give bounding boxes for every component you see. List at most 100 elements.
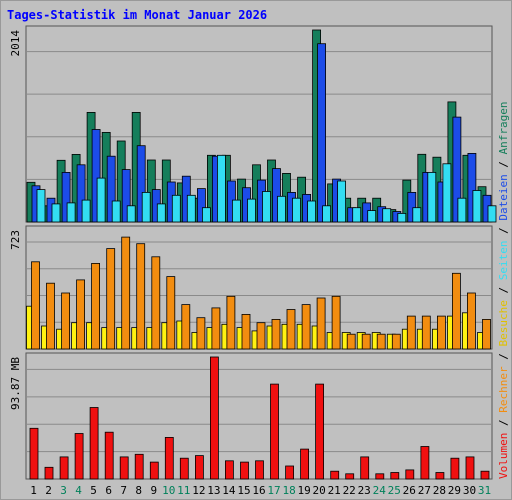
x-tick-label-17: 17 (267, 484, 280, 497)
bar-seiten-day-14 (231, 199, 241, 223)
bar-rechner-day-10 (166, 276, 176, 350)
bar-rechner-day-21 (331, 295, 341, 350)
x-tick-label-4: 4 (75, 484, 82, 497)
panel-3-ymax-label: 93.87 MB (9, 357, 22, 410)
legend-item-anfragen: Anfragen (497, 101, 510, 154)
x-tick-label-24: 24 (373, 484, 387, 497)
x-tick-label-25: 25 (388, 484, 401, 497)
bar-volumen-day-23 (360, 456, 370, 480)
x-tick-label-21: 21 (328, 484, 341, 497)
bar-volumen-day-12 (194, 455, 204, 480)
bar-rechner-day-1 (31, 261, 40, 350)
bar-rechner-day-13 (211, 307, 221, 350)
x-tick-label-22: 22 (343, 484, 356, 497)
x-tick-label-18: 18 (282, 484, 295, 497)
legend: Volumen / Rechner / Besuche / Seiten / D… (497, 101, 510, 479)
bar-seiten-day-31 (487, 205, 497, 223)
x-tick-label-31: 31 (478, 484, 491, 497)
bar-rechner-day-24 (376, 333, 386, 350)
bar-rechner-day-14 (226, 295, 236, 350)
bar-seiten-day-20 (322, 205, 332, 223)
bar-volumen-day-11 (179, 457, 189, 480)
bar-seiten-day-21 (337, 180, 347, 223)
bar-rechner-day-22 (346, 333, 356, 350)
bar-seiten-day-11 (186, 194, 196, 223)
x-tick-label-10: 10 (162, 484, 175, 497)
bar-volumen-day-13 (209, 356, 219, 480)
bar-volumen-day-2 (44, 466, 54, 480)
bar-seiten-day-18 (292, 197, 301, 223)
bar-dateien-day-17 (272, 168, 281, 223)
bar-dateien-day-7 (121, 169, 131, 223)
x-tick-label-7: 7 (120, 484, 127, 497)
bar-rechner-day-15 (241, 313, 251, 350)
bar-rechner-day-7 (121, 236, 131, 350)
bar-rechner-day-25 (391, 333, 401, 350)
bar-seiten-day-5 (96, 177, 106, 223)
x-tick-label-19: 19 (297, 484, 310, 497)
bar-seiten-day-29 (457, 197, 467, 223)
x-tick-label-12: 12 (192, 484, 205, 497)
bar-seiten-day-4 (81, 199, 91, 223)
x-tick-label-23: 23 (358, 484, 371, 497)
bar-seiten-day-24 (382, 208, 392, 223)
bar-seiten-day-1 (36, 189, 46, 223)
legend-item-besuche: Besuche (497, 300, 510, 346)
x-tick-label-14: 14 (222, 484, 236, 497)
bar-rechner-day-6 (106, 248, 116, 350)
bar-rechner-day-11 (181, 304, 191, 350)
bar-seiten-day-6 (111, 200, 121, 223)
bar-rechner-day-3 (61, 292, 70, 350)
bar-seiten-day-13 (216, 154, 226, 223)
bar-dateien-day-3 (61, 171, 71, 223)
bar-rechner-day-4 (76, 279, 85, 350)
bar-volumen-day-20 (315, 383, 325, 480)
chart-title: Tages-Statistik im Monat Januar 2026 (7, 8, 268, 22)
bar-dateien-day-4 (76, 164, 86, 223)
bar-volumen-day-4 (74, 433, 84, 480)
bar-seiten-day-9 (156, 203, 166, 223)
bar-volumen-day-30 (465, 456, 475, 480)
bar-dateien-day-8 (136, 145, 146, 223)
legend-separator: / (497, 347, 510, 367)
bar-seiten-day-22 (352, 207, 362, 223)
legend-separator: / (497, 413, 510, 433)
bar-volumen-day-18 (285, 465, 295, 480)
x-tick-label-3: 3 (60, 484, 67, 497)
bar-seiten-day-30 (472, 190, 482, 223)
bar-seiten-day-17 (277, 195, 286, 223)
bar-rechner-day-17 (271, 318, 281, 350)
bar-seiten-day-16 (262, 191, 271, 223)
x-tick-label-15: 15 (237, 484, 250, 497)
x-tick-label-8: 8 (135, 484, 142, 497)
x-tick-label-2: 2 (45, 484, 52, 497)
bar-rechner-day-27 (421, 315, 431, 350)
bar-dateien-day-6 (106, 155, 116, 223)
legend-item-rechner: Rechner (497, 366, 510, 413)
legend-separator: / (497, 154, 510, 174)
bar-volumen-day-1 (29, 427, 39, 480)
bar-rechner-day-20 (316, 297, 326, 350)
bar-volumen-day-26 (405, 469, 415, 480)
legend-separator: / (497, 280, 510, 300)
bar-seiten-day-28 (442, 163, 452, 223)
x-tick-label-28: 28 (433, 484, 446, 497)
bar-volumen-day-21 (330, 470, 340, 480)
bar-volumen-day-16 (255, 460, 264, 480)
bar-rechner-day-19 (301, 304, 311, 350)
x-tick-label-26: 26 (403, 484, 416, 497)
panel-2-ymax-label: 723 (9, 230, 22, 250)
bar-seiten-day-15 (247, 198, 256, 223)
bar-rechner-day-18 (286, 309, 296, 350)
bar-seiten-day-23 (367, 210, 377, 223)
bar-volumen-day-15 (240, 461, 249, 480)
bar-volumen-day-6 (104, 431, 114, 480)
bar-rechner-day-5 (91, 262, 100, 350)
bar-volumen-day-3 (59, 456, 69, 480)
bar-rechner-day-2 (46, 282, 55, 350)
bar-volumen-day-31 (480, 470, 490, 480)
bar-seiten-day-19 (307, 200, 317, 223)
bar-volumen-day-9 (149, 461, 159, 480)
x-tick-label-16: 16 (252, 484, 265, 497)
bar-seiten-day-2 (51, 203, 61, 223)
